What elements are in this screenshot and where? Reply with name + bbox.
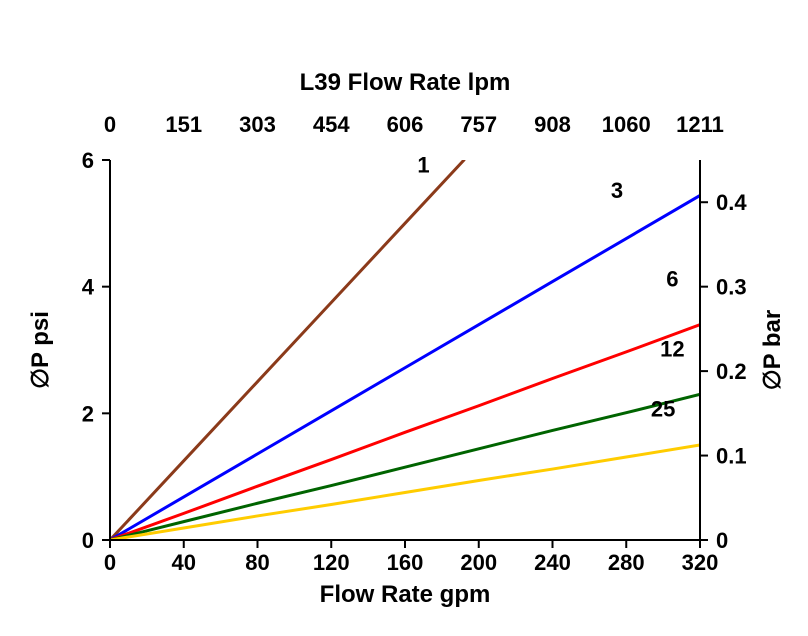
- bottom-x-tick-label: 160: [387, 550, 424, 575]
- chart-svg: 04080120160200240280320024600.10.20.30.4…: [0, 0, 808, 636]
- top-x-tick-label: 908: [534, 112, 571, 137]
- top-title: L39 Flow Rate lpm: [300, 69, 511, 96]
- top-x-tick-label: 757: [460, 112, 497, 137]
- right-y-label: ∅P bar: [759, 310, 786, 391]
- top-x-tick-label: 1211: [676, 112, 724, 137]
- left-y-tick-label: 0: [82, 528, 94, 553]
- top-x-tick-label: 454: [313, 112, 350, 137]
- top-x-tick-label: 0: [104, 112, 116, 137]
- bottom-x-tick-label: 280: [608, 550, 645, 575]
- right-y-tick-label: 0.1: [716, 444, 747, 469]
- bottom-x-tick-label: 0: [104, 550, 116, 575]
- flow-rate-chart: 04080120160200240280320024600.10.20.30.4…: [0, 0, 808, 636]
- right-y-tick-label: 0.4: [716, 190, 747, 215]
- bottom-x-tick-label: 120: [313, 550, 350, 575]
- series-label-3: 3: [611, 178, 623, 203]
- top-x-tick-label: 1060: [602, 112, 651, 137]
- bottom-x-tick-label: 200: [460, 550, 497, 575]
- right-y-tick-label: 0: [716, 528, 728, 553]
- left-y-tick-label: 2: [82, 401, 94, 426]
- top-x-tick-label: 151: [165, 112, 202, 137]
- top-x-tick-label: 606: [387, 112, 424, 137]
- series-label-1: 1: [417, 153, 429, 178]
- series-label-25: 25: [651, 397, 675, 422]
- bottom-x-label: Flow Rate gpm: [320, 581, 491, 608]
- bottom-x-tick-label: 240: [534, 550, 571, 575]
- left-y-tick-label: 6: [82, 148, 94, 173]
- right-y-tick-label: 0.3: [716, 275, 747, 300]
- series-label-6: 6: [666, 267, 678, 292]
- left-y-tick-label: 4: [82, 275, 95, 300]
- bottom-x-tick-label: 80: [245, 550, 269, 575]
- bottom-x-tick-label: 40: [172, 550, 196, 575]
- left-y-label: ∅P psi: [27, 311, 54, 389]
- series-label-12: 12: [660, 336, 684, 361]
- right-y-tick-label: 0.2: [716, 359, 747, 384]
- top-x-tick-label: 303: [239, 112, 276, 137]
- bottom-x-tick-label: 320: [682, 550, 719, 575]
